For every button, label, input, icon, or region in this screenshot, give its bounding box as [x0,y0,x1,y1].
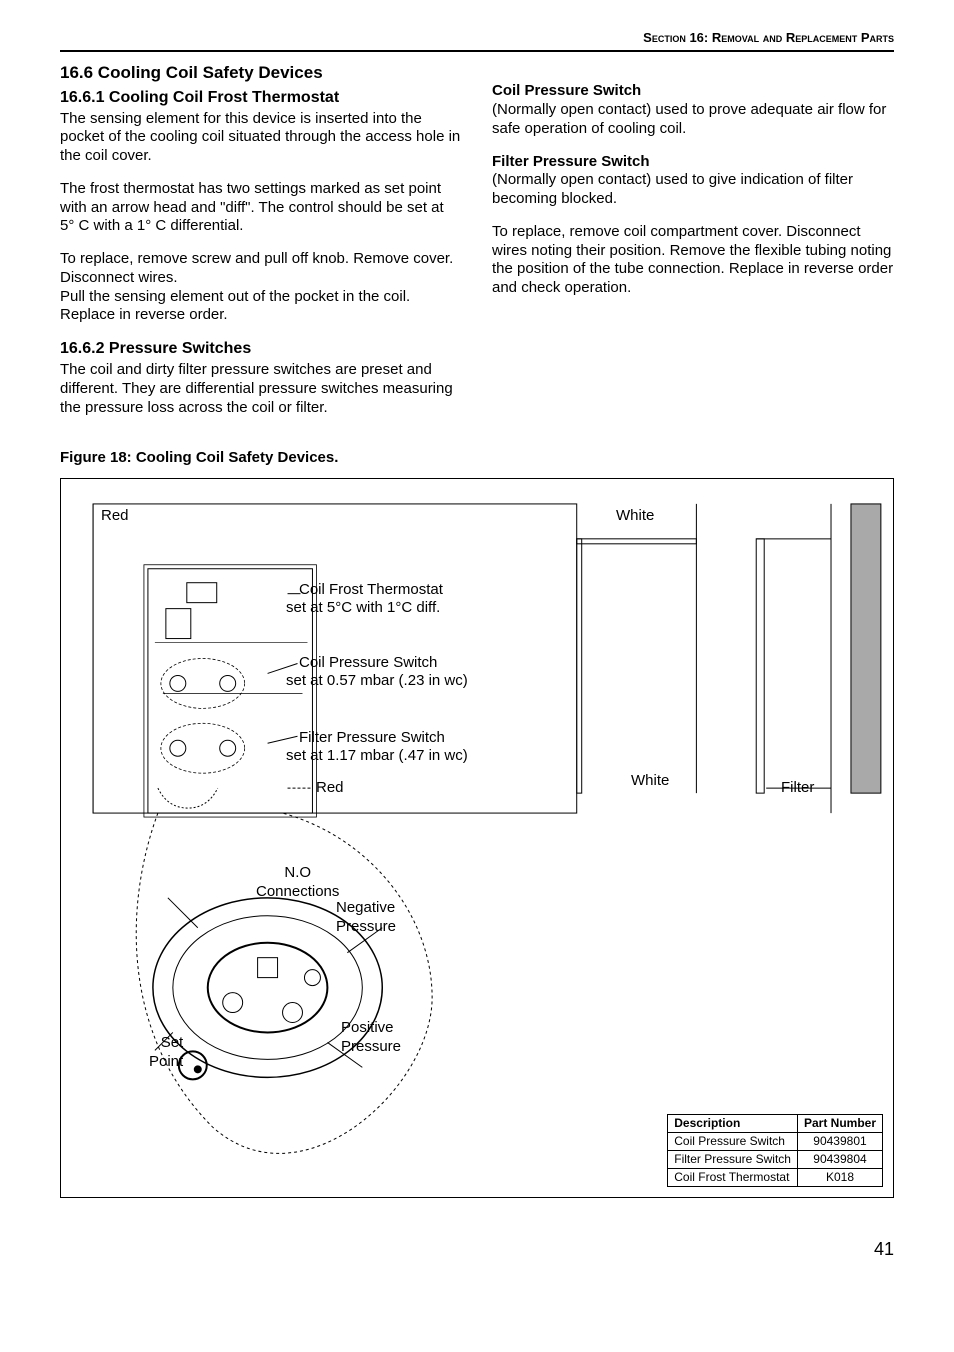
para-pressure: The coil and dirty filter pressure switc… [60,361,462,417]
heading-16-6-2: 16.6.2 Pressure Switches [60,339,462,359]
label-filter-2: set at 1.17 mbar (.47 in wc) [286,747,468,766]
para-replace: To replace, remove coil compartment cove… [492,223,894,298]
heading-16-6-1: 16.6.1 Cooling Coil Frost Thermostat [60,88,462,108]
para-coil-switch: (Normally open contact) used to prove ad… [492,101,894,139]
cell-desc: Coil Pressure Switch [668,1133,798,1151]
two-column-body: 16.6 Cooling Coil Safety Devices 16.6.1 … [60,62,894,431]
label-red-mid: Red [316,779,344,798]
table-row: Coil Frost Thermostat K018 [668,1169,883,1187]
heading-coil-switch: Coil Pressure Switch [492,82,894,101]
label-frost-2: set at 5°C with 1°C diff. [286,599,440,618]
heading-16-6: 16.6 Cooling Coil Safety Devices [60,62,462,83]
para-frost-3: To replace, remove screw and pull off kn… [60,250,462,325]
label-red-top: Red [101,507,129,526]
figure-title: Figure 18: Cooling Coil Safety Devices. [60,449,894,468]
label-coil-2: set at 0.57 mbar (.23 in wc) [286,672,468,691]
page-number: 41 [60,1238,894,1261]
section-header: Section 16: Removal and Replacement Part… [60,30,894,52]
label-set-point: Set Point [149,1034,183,1072]
table-row: Filter Pressure Switch 90439804 [668,1151,883,1169]
para-frost-1: The sensing element for this device is i… [60,110,462,166]
label-neg-press: Negative Pressure [336,899,396,937]
section-label: Section 16: [643,30,708,45]
left-column: 16.6 Cooling Coil Safety Devices 16.6.1 … [60,62,462,431]
label-pos-press: Positive Pressure [341,1019,401,1057]
para-filter-switch: (Normally open contact) used to give ind… [492,171,894,209]
table-row: Coil Pressure Switch 90439801 [668,1133,883,1151]
parts-header-pn: Part Number [797,1115,882,1133]
heading-filter-switch: Filter Pressure Switch [492,153,894,172]
label-white-mid: White [631,772,669,791]
para-frost-2: The frost thermostat has two settings ma… [60,180,462,236]
cell-desc: Filter Pressure Switch [668,1151,798,1169]
cell-pn: 90439801 [797,1133,882,1151]
section-title: Removal and Replacement Parts [712,30,894,45]
cell-desc: Coil Frost Thermostat [668,1169,798,1187]
label-white-top: White [616,507,654,526]
cell-pn: 90439804 [797,1151,882,1169]
right-column: Coil Pressure Switch (Normally open cont… [492,62,894,431]
label-frost-1: Coil Frost Thermostat [299,581,443,600]
figure-svg [61,479,893,1197]
label-no-conn: N.O Connections [256,864,339,902]
cell-pn: K018 [797,1169,882,1187]
parts-header-desc: Description [668,1115,798,1133]
parts-table: Description Part Number Coil Pressure Sw… [667,1114,883,1187]
label-filter-mid: Filter [781,779,814,798]
label-coil-1: Coil Pressure Switch [299,654,437,673]
figure-18: Red White Coil Frost Thermostat set at 5… [60,478,894,1198]
label-filter-1: Filter Pressure Switch [299,729,445,748]
